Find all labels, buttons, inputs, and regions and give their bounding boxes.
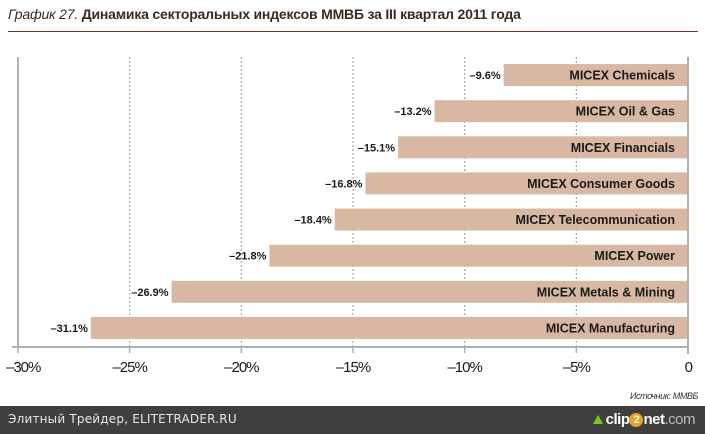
brand-two: 2 bbox=[629, 413, 644, 427]
footer-bar: Элитный Трейдер, ELITETRADER.RU clip 2 net… bbox=[0, 406, 705, 434]
tick-label: –30% bbox=[6, 359, 41, 376]
clip2net-logo[interactable]: clip 2 net.com bbox=[592, 411, 695, 428]
chart-title-main: Динамика секторальных индексов ММВБ за I… bbox=[81, 6, 521, 22]
bar-value-label: –18.4% bbox=[294, 215, 332, 227]
bar bbox=[90, 316, 688, 339]
tick-label: –15% bbox=[336, 359, 371, 376]
bar-category-label: MICEX Chemicals bbox=[569, 69, 675, 83]
bar-category-label: MICEX Oil & Gas bbox=[576, 105, 675, 119]
tick-label: –25% bbox=[112, 359, 147, 376]
bar-category-label: MICEX Financials bbox=[571, 141, 675, 155]
tick-label: –20% bbox=[224, 359, 259, 376]
bar-value-label: –26.9% bbox=[131, 287, 169, 299]
bar bbox=[398, 136, 688, 159]
bar-value-label: –21.8% bbox=[229, 251, 267, 263]
tick-label: –5% bbox=[563, 359, 591, 376]
source-note: Источник: ММВБ bbox=[629, 391, 698, 401]
bar-value-label: –13.2% bbox=[394, 106, 432, 118]
axes bbox=[12, 57, 689, 354]
bar bbox=[334, 208, 688, 231]
brand-net: net bbox=[643, 411, 665, 428]
bar-value-label: –9.6% bbox=[469, 70, 500, 82]
bar-category-label: MICEX Metals & Mining bbox=[537, 285, 675, 299]
title-divider bbox=[8, 31, 698, 32]
bar-value-label: –31.1% bbox=[51, 323, 89, 335]
tick-label: 0 bbox=[685, 359, 693, 376]
bar bbox=[365, 172, 688, 195]
bar-value-label: –16.8% bbox=[325, 178, 363, 190]
bars: MICEX Chemicals –9.6% MICEX Oil & Gas –13.2… bbox=[51, 64, 688, 339]
tick-label: –10% bbox=[447, 359, 482, 376]
chart-title-prefix: График 27. bbox=[8, 6, 79, 22]
brand-clip: clip bbox=[605, 411, 630, 428]
bar-category-label: MICEX Power bbox=[594, 249, 675, 263]
footer-site-text: Элитный Трейдер, ELITETRADER.RU bbox=[8, 412, 237, 426]
bar-category-label: MICEX Telecommunication bbox=[515, 213, 675, 227]
tick-labels: –30% –25% –20% –15% –10% –5% 0 bbox=[6, 359, 694, 376]
bar bbox=[171, 280, 688, 303]
bar bbox=[434, 100, 688, 123]
chart-title: График 27. Динамика секторальных индексо… bbox=[8, 6, 521, 22]
brand-com: .com bbox=[664, 411, 695, 428]
bar-category-label: MICEX Manufacturing bbox=[546, 321, 675, 335]
bar-category-label: MICEX Consumer Goods bbox=[527, 177, 675, 191]
bar-chart: MICEX Chemicals –9.6% MICEX Oil & Gas –13.2… bbox=[6, 57, 694, 376]
bar-value-label: –15.1% bbox=[358, 142, 396, 154]
bar bbox=[503, 64, 688, 87]
bar bbox=[269, 244, 688, 267]
upload-arrow-icon bbox=[592, 415, 603, 424]
